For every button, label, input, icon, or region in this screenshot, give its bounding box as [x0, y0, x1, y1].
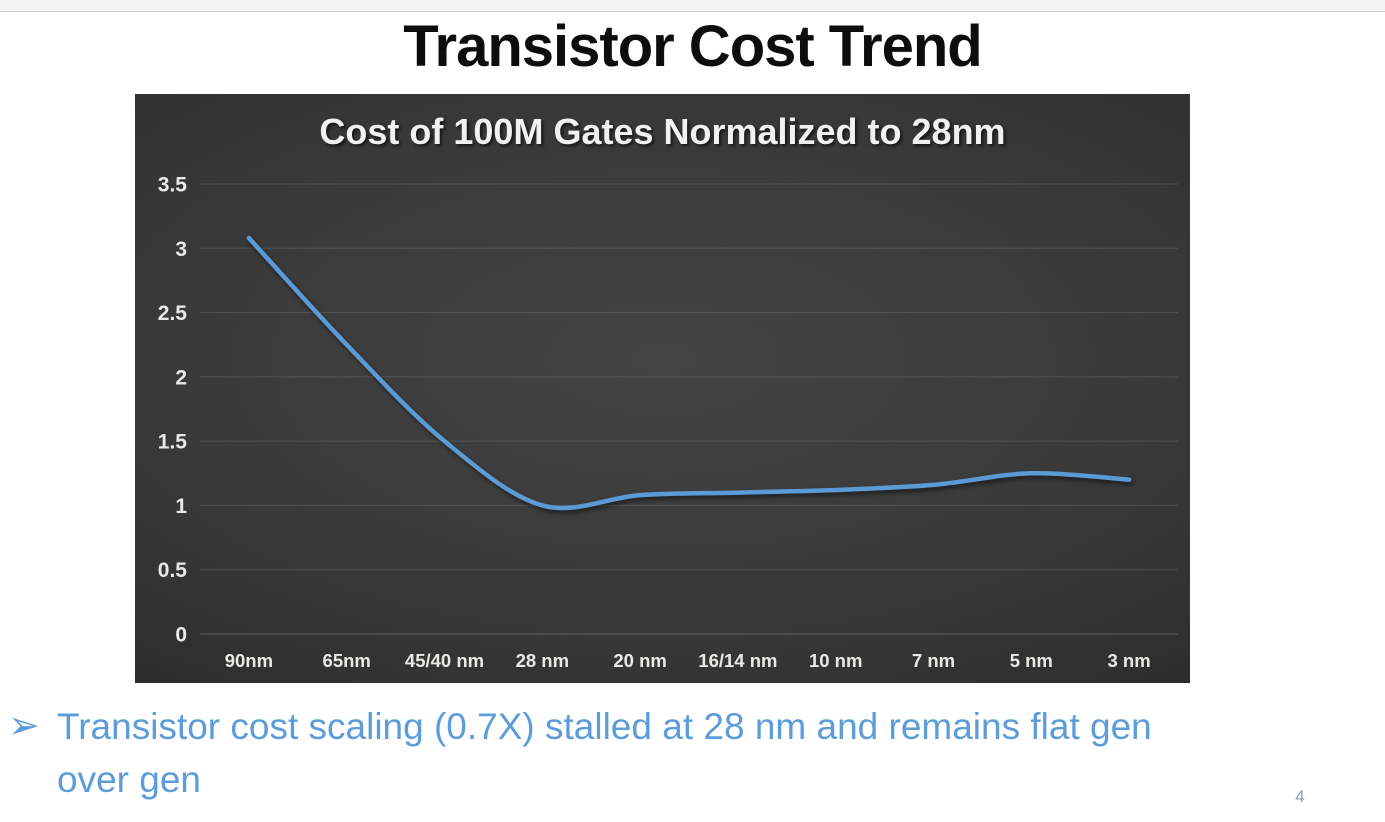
y-axis-tick-label: 3 — [175, 238, 187, 261]
x-axis-tick-label: 16/14 nm — [698, 650, 777, 671]
y-axis-tick-label: 0.5 — [158, 559, 188, 582]
y-axis-tick-label: 2 — [175, 366, 187, 389]
y-axis-tick-label: 2.5 — [158, 302, 188, 325]
x-axis-tick-label: 28 nm — [516, 650, 569, 671]
x-axis-tick-label: 45/40 nm — [405, 650, 484, 671]
x-axis-tick-label: 10 nm — [809, 650, 862, 671]
x-axis-tick-label: 7 nm — [912, 650, 955, 671]
bullet-text-line-2: over gen — [57, 759, 201, 800]
cost-trend-line — [246, 235, 1132, 511]
y-axis-tick-label: 1.5 — [158, 431, 188, 454]
x-axis-tick-label: 5 nm — [1010, 650, 1053, 671]
x-axis-tick-label: 65nm — [323, 650, 371, 671]
bullet-text: Transistor cost scaling (0.7X) stalled a… — [57, 700, 1347, 806]
page-number: 4 — [1295, 787, 1305, 806]
y-axis-tick-label: 3.5 — [158, 174, 188, 197]
y-axis-tick-label: 0 — [175, 624, 187, 647]
chart-title: Cost of 100M Gates Normalized to 28nm — [319, 111, 1006, 152]
y-axis-tick-label: 1 — [175, 495, 187, 518]
bullet-text-line-1: Transistor cost scaling (0.7X) stalled a… — [57, 706, 1152, 747]
line-plot: 0 0.5 1 1.5 2 2.5 3 3.5 90nm 65nm 45/40 nm 28 nm 20 … — [158, 174, 1178, 671]
slide-title: Transistor Cost Trend — [403, 14, 982, 79]
x-axis-tick-label: 90nm — [225, 650, 273, 671]
arrow-bullet-icon: ➢ — [8, 705, 40, 747]
x-axis-tick-label: 3 nm — [1108, 650, 1151, 671]
top-border-strip — [0, 0, 1385, 12]
x-axis-tick-label: 20 nm — [613, 650, 666, 671]
